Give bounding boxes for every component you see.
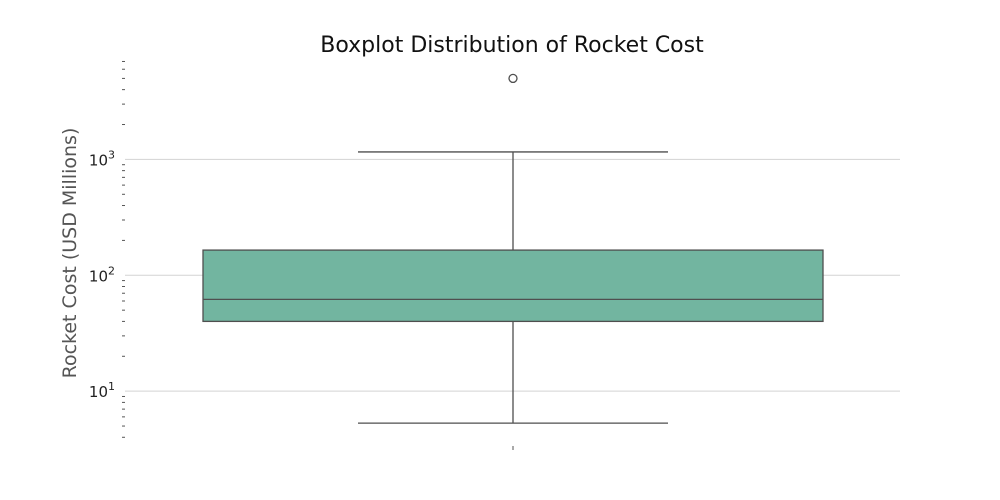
box-plot	[202, 73, 824, 450]
minor-ticks	[122, 60, 125, 438]
y-tick-label: 101	[89, 380, 115, 401]
outlier-point	[508, 73, 518, 84]
y-tick-label: 102	[89, 264, 115, 285]
y-tick-labels: 101 102 103	[89, 148, 115, 401]
y-axis-label: Rocket Cost (USD Millions)	[59, 128, 81, 379]
interquartile-box	[202, 249, 824, 323]
chart-title: Boxplot Distribution of Rocket Cost	[320, 33, 704, 58]
y-tick-label: 103	[89, 148, 115, 169]
